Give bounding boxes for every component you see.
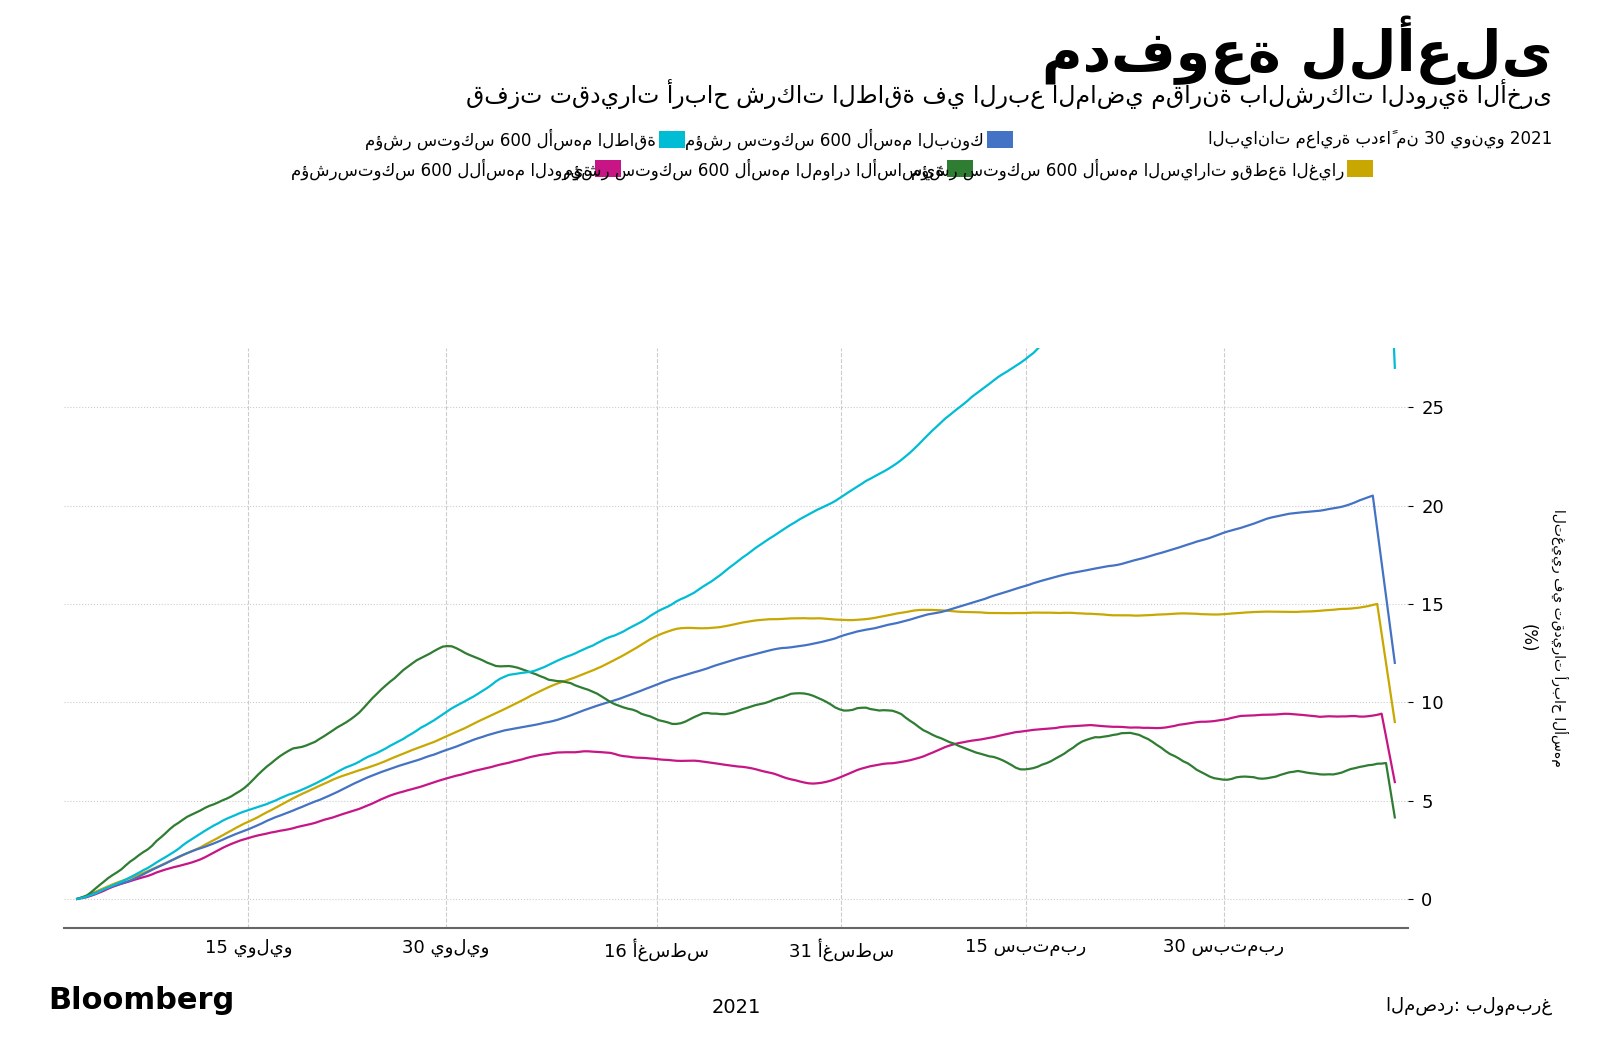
Text: البيانات معايرة بدءاً من 30 يونيو 2021: البيانات معايرة بدءاً من 30 يونيو 2021	[1208, 130, 1552, 149]
Text: Bloomberg: Bloomberg	[48, 986, 234, 1015]
Text: (%): (%)	[1518, 624, 1538, 653]
Text: التغيير في تقديرات أرباح الأسهم: التغيير في تقديرات أرباح الأسهم	[1552, 510, 1568, 767]
Text: مؤشر ستوكس 600 لأسهم السيارات وقطعة الغيار: مؤشر ستوكس 600 لأسهم السيارات وقطعة الغي…	[910, 158, 1344, 179]
Text: مؤشر ستوكس 600 لأسهم البنوك: مؤشر ستوكس 600 لأسهم البنوك	[685, 129, 984, 150]
Text: مؤشر ستوكس 600 لأسهم الطاقة: مؤشر ستوكس 600 لأسهم الطاقة	[365, 129, 656, 150]
Text: مؤشرستوكس 600 للأسهم الدورية: مؤشرستوكس 600 للأسهم الدورية	[291, 158, 592, 179]
Text: 2021: 2021	[712, 998, 760, 1017]
Text: المصدر: بلومبرغ: المصدر: بلومبرغ	[1386, 996, 1552, 1015]
Text: مؤشر ستوكس 600 لأسهم الموارد الأساسية: مؤشر ستوكس 600 لأسهم الموارد الأساسية	[563, 158, 944, 179]
Text: مدفوعة للأعلى: مدفوعة للأعلى	[1042, 16, 1552, 85]
Text: قفزت تقديرات أرباح شركات الطاقة في الربع الماضي مقارنة بالشركات الدورية الأخرى: قفزت تقديرات أرباح شركات الطاقة في الربع…	[466, 79, 1552, 109]
